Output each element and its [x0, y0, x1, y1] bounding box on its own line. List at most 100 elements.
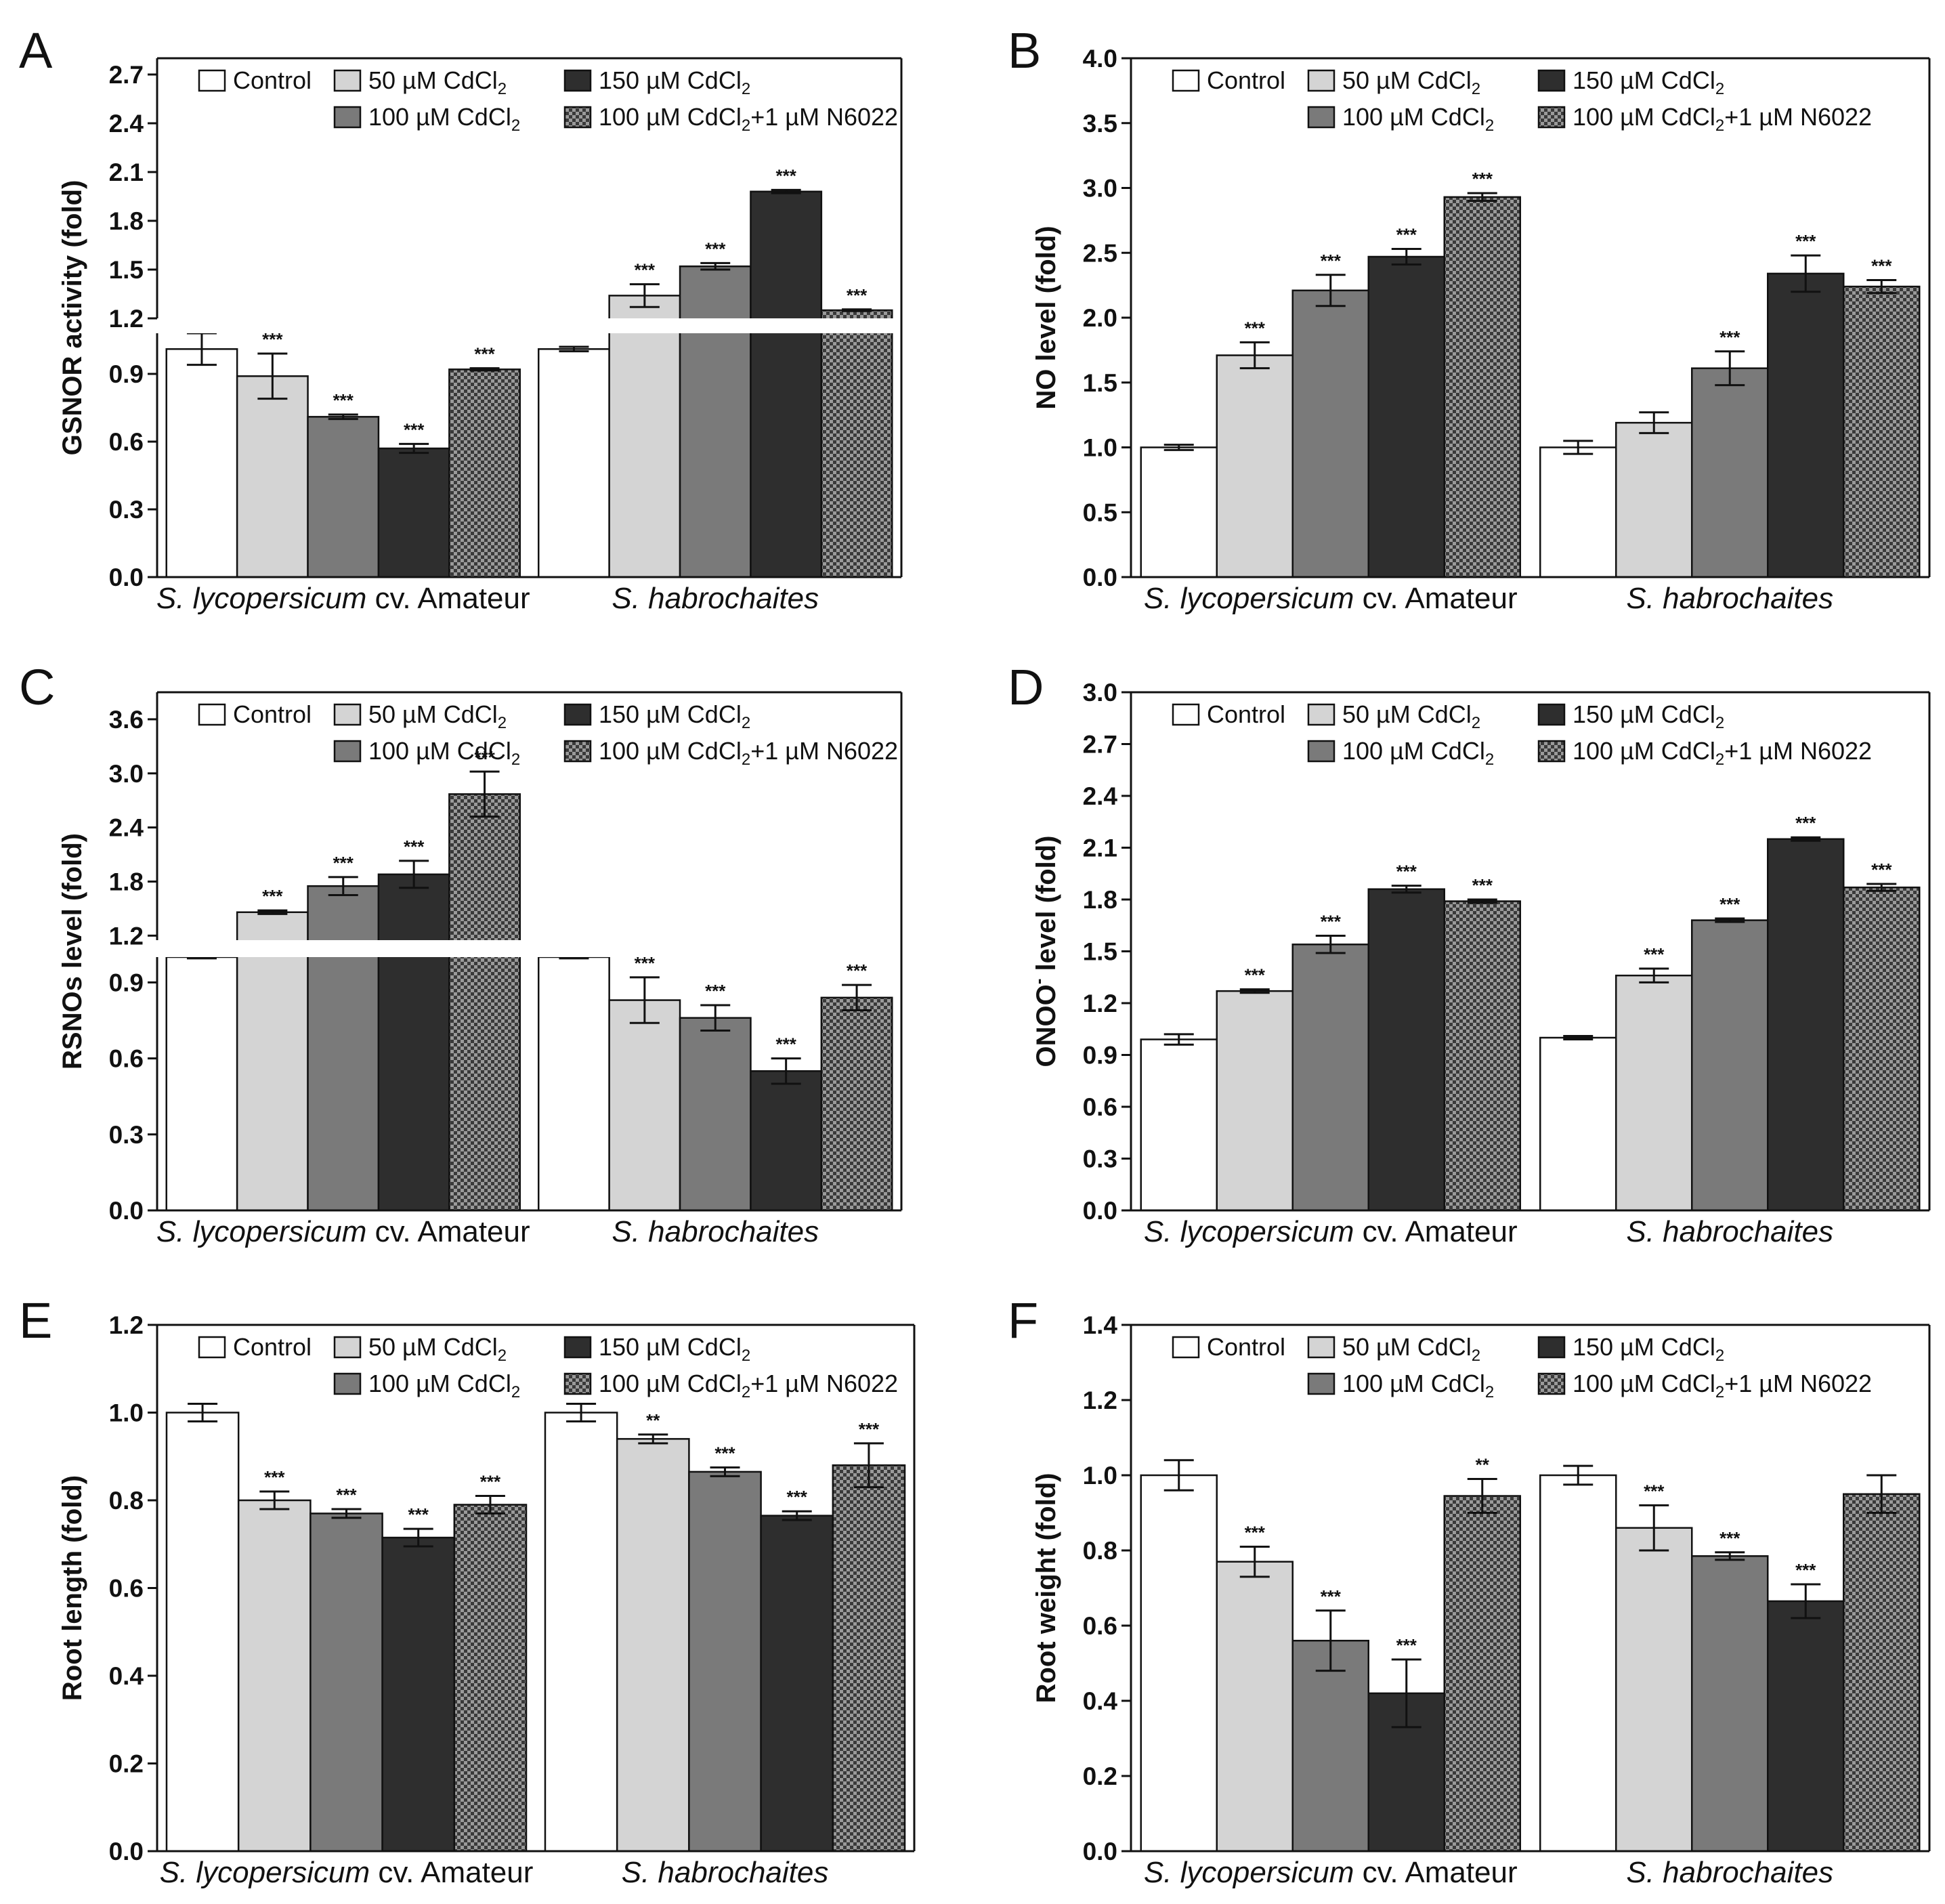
legend-swatch — [1307, 106, 1335, 129]
significance-label: *** — [775, 165, 796, 186]
bar — [760, 1515, 834, 1853]
bar — [1843, 1493, 1921, 1853]
bar — [832, 1464, 906, 1853]
significance-label: *** — [1795, 813, 1816, 833]
legend-swatch — [333, 1372, 362, 1395]
legend-label: 100 µM CdCl2 — [368, 737, 520, 769]
y-tick-label: 1.2 — [1083, 990, 1117, 1017]
significance-label: *** — [1871, 255, 1892, 276]
x-category-label: S. lycopersicum cv. Amateur — [156, 1215, 530, 1248]
y-tick-label: 3.0 — [109, 760, 144, 788]
significance-label: *** — [1245, 965, 1266, 986]
bar — [1539, 446, 1617, 578]
panel-letter: A — [19, 22, 53, 79]
chart-panel-c: C************************0.00.30.60.91.2… — [19, 659, 903, 1248]
y-tick-label: 1.5 — [1083, 369, 1117, 397]
legend-swatch — [1307, 740, 1335, 763]
legend-label-subscript: 2 — [742, 714, 750, 732]
legend-label-subscript: 2 — [511, 1383, 520, 1401]
y-tick-label: 0.9 — [109, 360, 144, 388]
y-tick-label: 2.1 — [109, 158, 144, 186]
y-tick-label: 1.5 — [1083, 938, 1117, 966]
legend-label: 50 µM CdCl2 — [368, 66, 507, 98]
y-tick-label: 0.9 — [109, 969, 144, 996]
y-tick-label: 0.3 — [109, 1121, 144, 1149]
bar — [1140, 1038, 1218, 1212]
y-tick-label: 1.5 — [109, 256, 144, 284]
legend-label-main: 100 µM CdCl — [368, 737, 511, 765]
y-tick-label: 0.3 — [109, 496, 144, 524]
category-species: S. habrochaites — [1626, 582, 1833, 615]
legend-label: 100 µM CdCl2+1 µM N6022 — [599, 103, 898, 135]
legend-label: 100 µM CdCl2 — [1342, 1370, 1494, 1401]
bar — [307, 885, 380, 1212]
y-axis-title-rest: level (fold) — [1031, 835, 1061, 978]
legend-label: 50 µM CdCl2 — [1342, 66, 1480, 98]
bar — [820, 309, 893, 578]
y-tick-label: 2.7 — [109, 61, 144, 89]
bar — [544, 1412, 618, 1853]
bar — [1367, 255, 1446, 578]
significance-label: *** — [404, 419, 425, 440]
legend-label: 150 µM CdCl2 — [599, 66, 750, 98]
category-cultivar: cv. Amateur — [1354, 582, 1517, 615]
legend-swatch — [1537, 703, 1566, 726]
category-species: S. lycopersicum — [1144, 582, 1354, 615]
axis-break-gap — [137, 318, 903, 333]
legend-label: 100 µM CdCl2+1 µM N6022 — [1573, 103, 1872, 135]
bar — [1843, 886, 1921, 1212]
legend-label-main: Control — [233, 700, 312, 728]
bar — [1443, 900, 1522, 1212]
y-tick-label: 0.6 — [109, 1045, 144, 1073]
legend-label: Control — [233, 700, 312, 728]
y-tick-label: 0.9 — [1083, 1042, 1117, 1070]
legend-label-main: 50 µM CdCl — [1342, 1333, 1472, 1361]
bar — [608, 999, 681, 1212]
y-axis-title: Root length (fold) — [58, 1475, 87, 1701]
chart-panel-f: F********************0.00.20.40.60.81.01… — [1008, 1292, 1931, 1889]
legend-label-main: 150 µM CdCl — [599, 66, 742, 94]
bar — [1291, 1639, 1370, 1853]
legend-swatch — [333, 703, 362, 726]
bar — [377, 873, 450, 1212]
legend-label: 100 µM CdCl2+1 µM N6022 — [599, 737, 898, 769]
y-tick-label: 2.1 — [1083, 834, 1117, 862]
legend-label-main: 50 µM CdCl — [368, 1333, 498, 1361]
legend-swatch — [1307, 1372, 1335, 1395]
legend-label: 150 µM CdCl2 — [1573, 1333, 1724, 1365]
bar — [1140, 446, 1218, 578]
category-species: S. lycopersicum — [1144, 1215, 1354, 1248]
significance-label: *** — [635, 260, 656, 280]
y-tick-label: 0.4 — [109, 1662, 144, 1690]
y-tick-label: 0.0 — [109, 564, 144, 591]
category-species: S. lycopersicum — [160, 1856, 370, 1889]
significance-label: *** — [1719, 894, 1740, 914]
y-tick-label: 0.2 — [109, 1750, 144, 1778]
legend-label: Control — [233, 1333, 312, 1361]
legend-swatch — [1172, 703, 1200, 726]
legend-label-main: 100 µM CdCl — [1342, 103, 1485, 131]
legend-label-tail: +1 µM N6022 — [750, 1370, 898, 1397]
category-species: S. lycopersicum — [156, 582, 367, 615]
legend-label: 100 µM CdCl2 — [368, 1370, 520, 1401]
legend-label: 150 µM CdCl2 — [1573, 66, 1724, 98]
bar — [237, 1499, 312, 1853]
category-species: S. habrochaites — [1626, 1856, 1833, 1889]
y-tick-label: 2.4 — [1083, 782, 1118, 810]
legend-label: 50 µM CdCl2 — [1342, 700, 1480, 732]
x-category-label: S. habrochaites — [612, 1215, 819, 1248]
legend-label-subscript: 2 — [742, 750, 750, 769]
significance-label: *** — [1795, 1560, 1816, 1580]
legend-swatch — [198, 69, 226, 92]
legend-label-tail: +1 µM N6022 — [750, 103, 898, 131]
legend-swatch — [563, 703, 592, 726]
x-category-label: S. lycopersicum cv. Amateur — [156, 582, 530, 615]
y-tick-label: 0.4 — [1083, 1687, 1118, 1715]
significance-label: *** — [847, 285, 868, 305]
significance-label: *** — [787, 1487, 808, 1507]
legend-swatch — [1537, 740, 1566, 763]
significance-label: *** — [1472, 875, 1493, 895]
category-species: S. habrochaites — [622, 1856, 829, 1889]
y-tick-label: 0.0 — [109, 1838, 144, 1865]
